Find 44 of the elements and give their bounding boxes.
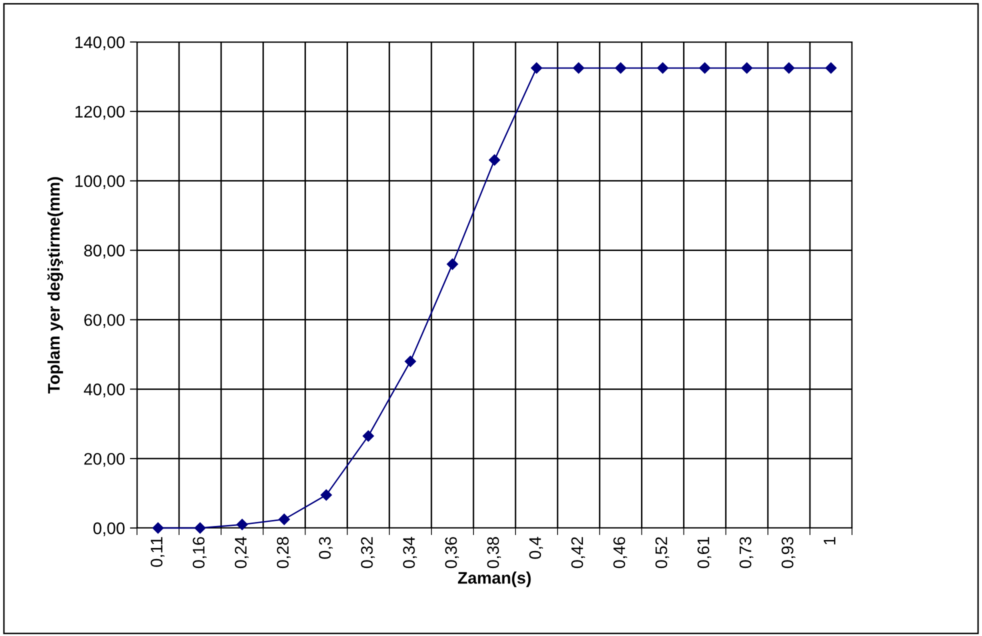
y-tick-label: 140,00: [75, 36, 125, 50]
point: [446, 258, 458, 270]
x-tick-label: 0,3: [318, 537, 333, 559]
y-tick-label: 60,00: [84, 314, 125, 328]
x-tick-label: 0,73: [740, 537, 754, 568]
x-tick-label: 0,61: [697, 537, 712, 568]
point: [488, 154, 500, 166]
x-tick-label: 0,46: [613, 537, 628, 568]
point: [278, 514, 290, 525]
x-tick-label: 0,34: [403, 536, 417, 568]
x-tick-label: 0,38: [487, 537, 501, 568]
y-tick-label: 100,00: [75, 175, 125, 190]
x-tick-label: 0,52: [655, 537, 670, 568]
x-axis-title: Zaman(s): [458, 572, 531, 588]
x-tick-label: 0,16: [192, 537, 207, 568]
point: [152, 522, 164, 534]
y-tick-label: 20,00: [84, 452, 125, 467]
point: [615, 62, 626, 74]
point: [573, 62, 584, 74]
x-tick-label: 0,4: [529, 536, 543, 559]
point: [825, 62, 837, 74]
y-tick-label: 0,00: [93, 522, 125, 536]
x-tick-label: 0,32: [360, 537, 375, 568]
point: [236, 518, 248, 530]
x-tick-label: 0,93: [782, 537, 796, 568]
x-tick-label: 0,24: [234, 536, 249, 568]
point: [362, 430, 374, 442]
point: [699, 62, 710, 74]
point: [404, 356, 416, 367]
point: [657, 62, 668, 74]
x-tick-label: 0,28: [276, 537, 291, 568]
point: [194, 522, 206, 534]
point: [783, 62, 795, 74]
x-tick-label: 0,36: [445, 537, 459, 568]
y-tick-label: 40,00: [84, 384, 125, 398]
y-tick-label: 80,00: [84, 244, 125, 258]
point: [530, 62, 542, 74]
point: [320, 489, 332, 501]
point: [741, 62, 752, 74]
x-tick-label: 0,42: [571, 537, 586, 568]
x-tick-label: 1: [824, 537, 836, 544]
y-tick-label: 120,00: [75, 106, 125, 120]
y-axis-title: Toplam yer değiştirme(mm): [47, 177, 64, 394]
x-tick-label: 0,11: [150, 537, 164, 567]
